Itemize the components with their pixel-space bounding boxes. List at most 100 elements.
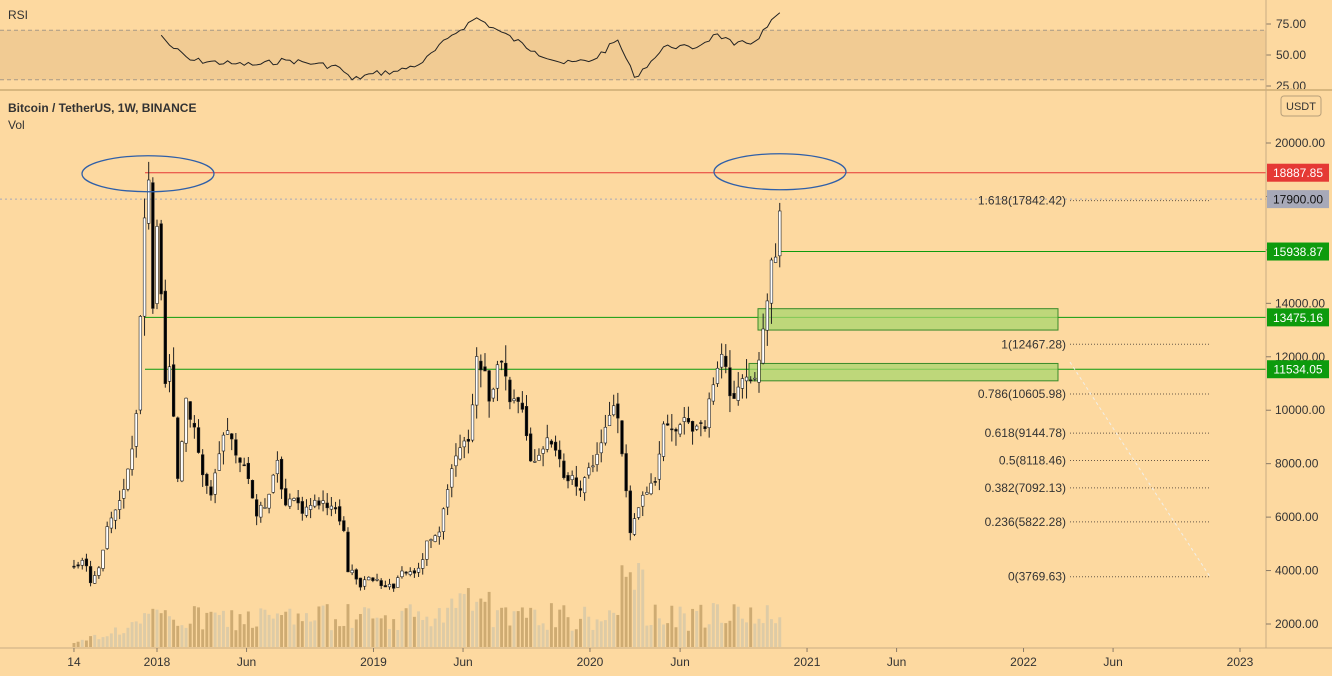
- volume-bar: [292, 624, 296, 647]
- candle-body: [159, 223, 163, 295]
- volume-bar: [429, 626, 433, 647]
- candle-body: [632, 518, 637, 535]
- price-tag: [1267, 190, 1329, 209]
- candle-body: [167, 366, 172, 382]
- candle-body: [234, 439, 238, 456]
- volume-bar: [504, 607, 508, 647]
- candle-body: [495, 364, 500, 389]
- candle-body: [524, 406, 529, 437]
- volume-label[interactable]: Vol: [8, 118, 25, 132]
- candle-body: [392, 583, 396, 589]
- candle-body: [255, 499, 259, 517]
- volume-bar: [587, 616, 591, 647]
- price-tag-label: 17900.00: [1273, 193, 1323, 207]
- candle-body: [562, 460, 566, 478]
- volume-bar: [757, 618, 761, 647]
- candle-body: [512, 398, 516, 401]
- volume-bar: [608, 610, 611, 647]
- volume-bar: [549, 603, 553, 647]
- volume-bar: [138, 623, 142, 647]
- price-tag: [1267, 163, 1329, 182]
- support-zone[interactable]: [757, 308, 1059, 331]
- candle-body: [242, 464, 246, 467]
- volume-bar: [554, 627, 558, 647]
- volume-bar: [342, 625, 346, 647]
- volume-bar: [641, 569, 645, 647]
- volume-bar: [425, 616, 429, 647]
- volume-bar: [466, 588, 470, 647]
- candle-body: [171, 364, 176, 417]
- fib-level-label: 0.236(5822.28): [985, 515, 1066, 529]
- volume-bar: [201, 629, 205, 647]
- candle-body: [321, 500, 325, 504]
- volume-bar: [637, 563, 641, 647]
- currency-button[interactable]: [1280, 95, 1322, 117]
- annotation-ellipse[interactable]: [81, 155, 215, 193]
- volume-bar: [217, 615, 221, 647]
- candle-body: [483, 366, 487, 372]
- candle-body: [113, 509, 118, 521]
- support-zones[interactable]: [748, 308, 1059, 382]
- volume-bar: [558, 609, 562, 647]
- volume-bar: [305, 613, 308, 647]
- volume-bar: [163, 610, 167, 647]
- candle-body: [284, 488, 288, 506]
- volume-bar: [271, 618, 275, 647]
- candle-body: [574, 477, 578, 487]
- candle-body: [666, 423, 670, 426]
- volume-bar: [745, 622, 748, 647]
- fib-extension[interactable]: 1.618(17842.42) 1(12467.28) 0.786(10605.98…: [978, 194, 1210, 584]
- annotations[interactable]: [81, 153, 847, 193]
- time-axis[interactable]: 14 2018 Jun 2019 Jun 2020 Jun 2021 Jun 2022 Jun 202…: [0, 647, 1332, 669]
- candle-body: [765, 300, 769, 331]
- volume-bar: [433, 618, 437, 647]
- volume-bar: [134, 621, 138, 647]
- volume-bar: [267, 614, 271, 647]
- volume-bar: [674, 627, 678, 647]
- candle-body: [720, 354, 724, 368]
- candle-body: [607, 415, 612, 426]
- volume-bar: [76, 641, 80, 647]
- candle-body: [130, 448, 134, 470]
- candle-body: [516, 397, 520, 402]
- symbol-title[interactable]: Bitcoin / TetherUS, 1W, BINANCE: [8, 101, 196, 115]
- volume-bar: [666, 623, 670, 647]
- candle-body: [736, 386, 740, 401]
- volume-bar: [583, 606, 587, 647]
- volume-bar: [404, 608, 408, 647]
- candle-body: [288, 498, 292, 507]
- volume-bar: [525, 617, 528, 647]
- volume-bar: [632, 589, 636, 647]
- volume-bar: [72, 643, 76, 647]
- volume-bar: [375, 617, 379, 647]
- volume-bar: [765, 605, 769, 647]
- volume-bar: [197, 607, 200, 647]
- candle-body: [421, 559, 425, 569]
- candle-body: [209, 486, 213, 496]
- candle-body: [645, 492, 649, 495]
- price-axis[interactable]: 20000.0018000.0016000.0014000.0012000.00…: [1265, 0, 1329, 648]
- support-zone[interactable]: [748, 362, 1059, 382]
- volume-bar: [657, 618, 661, 647]
- volume-bar: [246, 611, 250, 647]
- annotation-ellipse[interactable]: [713, 153, 847, 191]
- volume-bar: [180, 625, 184, 647]
- candle-body: [757, 359, 761, 383]
- currency-button-label[interactable]: USDT: [1286, 101, 1316, 113]
- volume-bar: [238, 614, 242, 647]
- candle-body: [636, 507, 641, 518]
- candle-body: [263, 507, 267, 509]
- volume-bar: [591, 629, 595, 647]
- candle-body: [624, 453, 628, 492]
- volume-bar: [749, 607, 753, 647]
- candle-body: [703, 426, 707, 430]
- price-pane[interactable]: 1.618(17842.42) 1(12467.28) 0.786(10605.98…: [0, 101, 1266, 647]
- candle-body: [682, 417, 686, 422]
- candle-body: [325, 502, 329, 509]
- candle-body: [225, 430, 230, 435]
- volume-bar: [662, 624, 665, 647]
- candle-body: [105, 526, 109, 549]
